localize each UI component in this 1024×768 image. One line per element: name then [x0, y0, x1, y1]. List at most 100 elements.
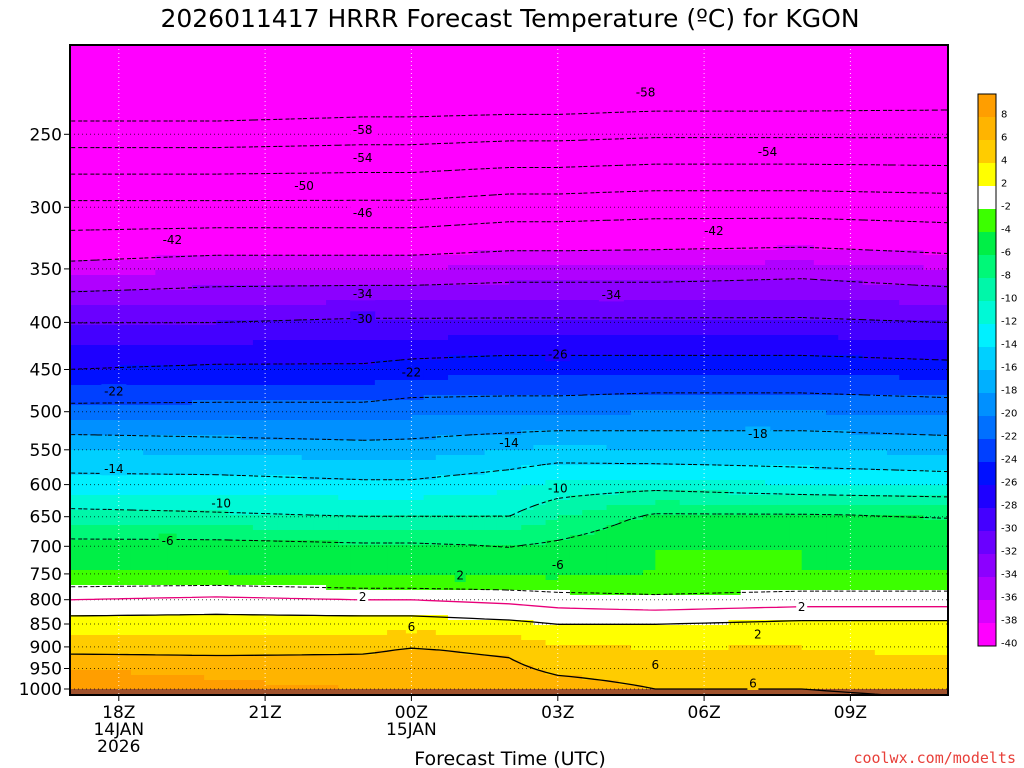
temperature-cell	[874, 350, 888, 356]
temperature-cell	[155, 225, 169, 231]
temperature-cell	[411, 215, 425, 221]
temperature-cell	[923, 335, 937, 341]
temperature-cell	[655, 285, 669, 291]
temperature-cell	[704, 260, 717, 266]
temperature-cell	[813, 275, 827, 281]
temperature-cell	[106, 250, 120, 256]
temperature-cell	[362, 115, 376, 121]
temperature-cell	[728, 70, 742, 76]
temperature-cell	[387, 390, 400, 396]
temperature-cell	[716, 310, 730, 316]
temperature-cell	[472, 120, 486, 126]
temperature-cell	[411, 280, 425, 286]
temperature-cell	[228, 280, 242, 286]
temperature-cell	[399, 355, 413, 361]
temperature-cell	[301, 345, 315, 351]
temperature-cell	[716, 355, 730, 361]
temperature-cell	[94, 195, 108, 201]
temperature-cell	[301, 315, 315, 321]
temperature-cell	[496, 205, 510, 211]
temperature-cell	[630, 65, 644, 71]
temperature-cell	[643, 80, 656, 86]
temperature-cell	[411, 160, 425, 166]
temperature-cell	[228, 60, 242, 66]
temperature-cell	[838, 200, 852, 206]
temperature-cell	[228, 220, 242, 226]
temperature-cell	[265, 370, 278, 376]
temperature-cell	[313, 50, 327, 56]
temperature-cell	[838, 380, 852, 386]
temperature-cell	[301, 170, 315, 176]
temperature-cell	[411, 255, 425, 261]
temperature-cell	[362, 165, 376, 171]
temperature-cell	[228, 155, 242, 161]
temperature-cell	[216, 390, 230, 396]
temperature-cell	[618, 215, 632, 221]
temperature-cell	[94, 95, 108, 101]
temperature-cell	[509, 165, 522, 171]
temperature-cell	[179, 315, 193, 321]
temperature-cell	[850, 170, 864, 176]
temperature-cell	[326, 330, 339, 336]
temperature-cell	[777, 45, 791, 51]
temperature-cell	[350, 45, 364, 51]
temperature-cell	[155, 90, 169, 96]
temperature-cell	[387, 325, 400, 331]
temperature-cell	[313, 65, 327, 71]
temperature-cell	[765, 180, 778, 186]
temperature-cell	[521, 250, 534, 256]
temperature-cell	[887, 275, 900, 281]
temperature-cell	[167, 295, 181, 301]
temperature-cell	[155, 60, 169, 66]
temperature-cell	[740, 300, 754, 306]
temperature-cell	[435, 110, 449, 116]
temperature-cell	[704, 165, 717, 171]
temperature-cell	[582, 385, 595, 391]
temperature-cell	[143, 120, 156, 126]
temperature-cell	[399, 150, 413, 156]
temperature-cell	[167, 360, 181, 366]
temperature-cell	[582, 85, 595, 91]
temperature-cell	[838, 55, 852, 61]
temperature-cell	[252, 95, 266, 101]
temperature-cell	[423, 270, 437, 276]
temperature-cell	[899, 100, 913, 106]
temperature-cell	[752, 190, 766, 196]
temperature-cell	[813, 50, 827, 56]
temperature-cell	[521, 55, 534, 61]
temperature-cell	[70, 380, 83, 386]
temperature-cell	[313, 220, 327, 226]
temperature-cell	[557, 50, 571, 56]
temperature-cell	[362, 55, 376, 61]
temperature-cell	[204, 185, 217, 191]
temperature-cell	[387, 185, 400, 191]
temperature-cell	[545, 95, 559, 101]
temperature-cell	[862, 175, 876, 181]
temperature-cell	[143, 270, 156, 276]
temperature-cell	[265, 255, 278, 261]
temperature-cell	[301, 375, 315, 381]
temperature-cell	[326, 50, 339, 56]
temperature-cell	[423, 245, 437, 251]
temperature-cell	[606, 75, 620, 81]
temperature-cell	[326, 315, 339, 321]
temperature-cell	[179, 70, 193, 76]
temperature-cell	[582, 275, 595, 281]
temperature-cell	[94, 140, 108, 146]
temperature-cell	[545, 110, 559, 116]
temperature-cell	[70, 295, 83, 301]
temperature-cell	[752, 45, 766, 51]
temperature-cell	[533, 45, 547, 51]
temperature-cell	[667, 185, 681, 191]
temperature-cell	[423, 195, 437, 201]
temperature-cell	[423, 175, 437, 181]
temperature-cell	[533, 200, 547, 206]
temperature-cell	[204, 260, 217, 266]
temperature-cell	[582, 70, 595, 76]
temperature-cell	[338, 350, 352, 356]
temperature-cell	[240, 250, 254, 256]
temperature-cell	[130, 390, 144, 396]
temperature-cell	[740, 170, 754, 176]
temperature-cell	[423, 310, 437, 316]
temperature-cell	[704, 295, 717, 301]
